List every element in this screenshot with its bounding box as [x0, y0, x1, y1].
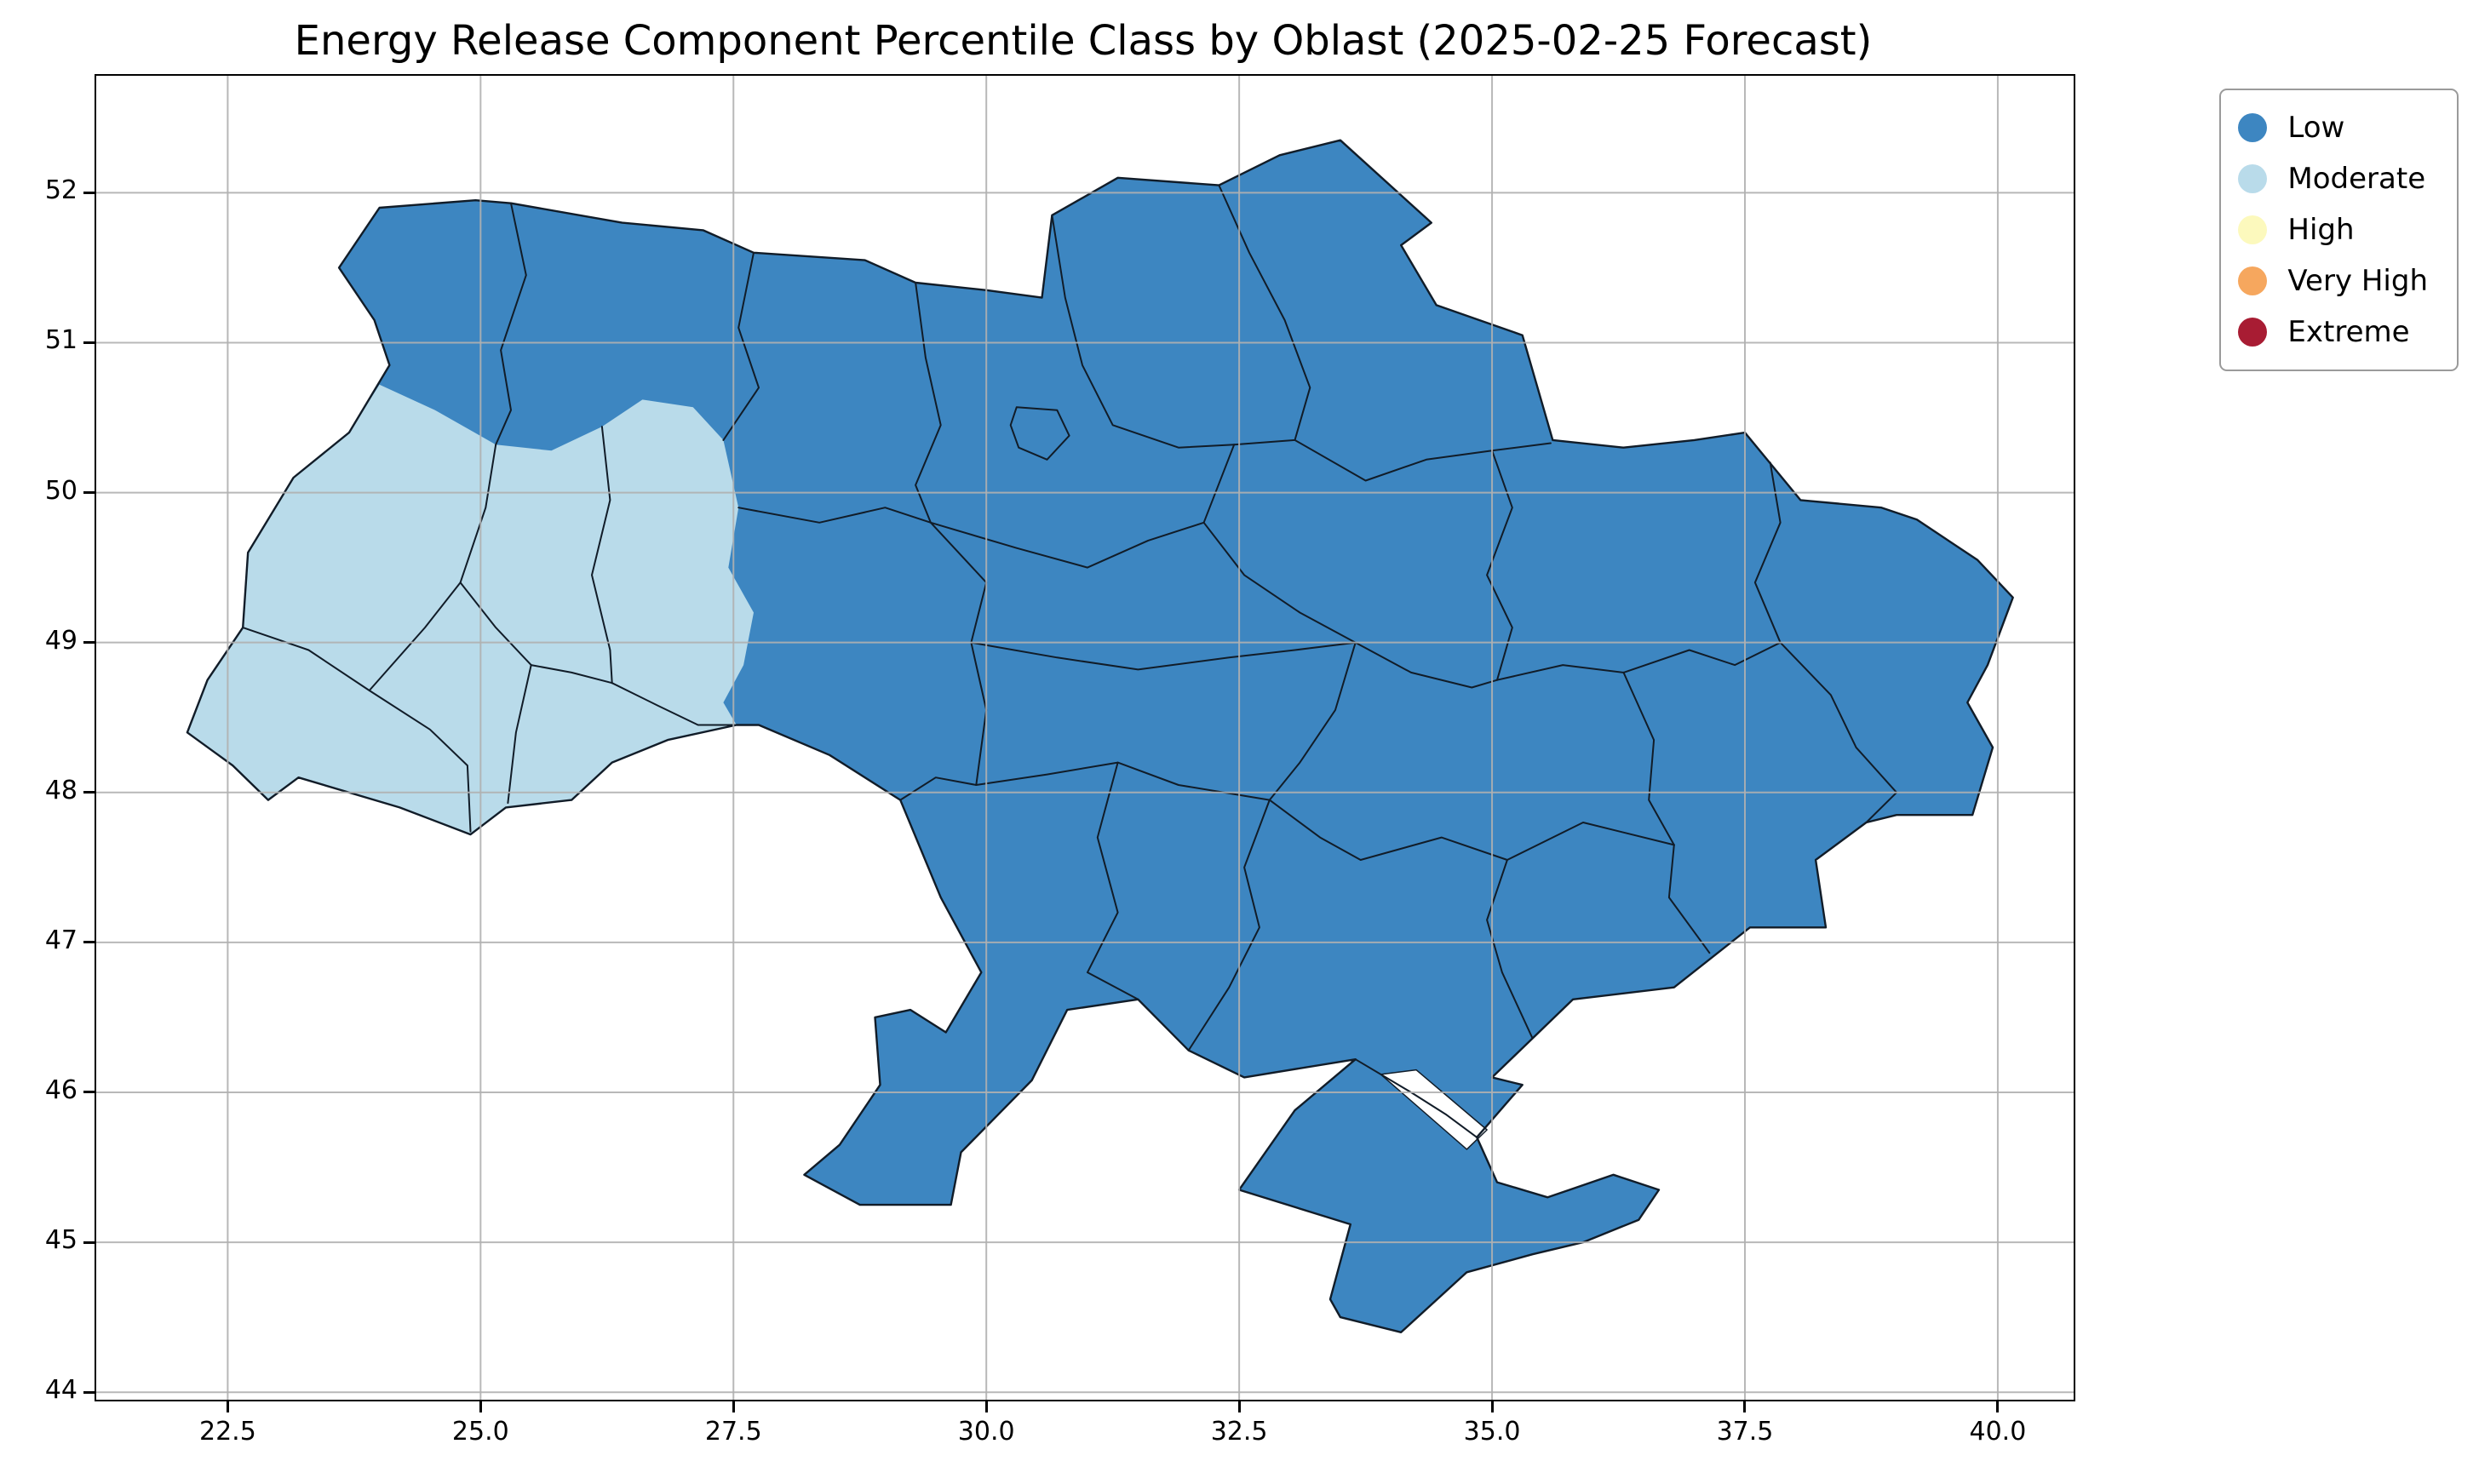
oblast-border: [1051, 214, 1236, 449]
x-tick-mark: [226, 1401, 229, 1412]
x-tick-mark: [1996, 1401, 2000, 1412]
oblast-border: [459, 582, 532, 667]
x-tick-label: 30.0: [957, 1417, 1015, 1447]
y-tick-mark: [83, 191, 95, 194]
legend-marker-high: [2238, 215, 2268, 244]
legend-marker-very-high: [2238, 266, 2268, 295]
y-tick-mark: [83, 791, 95, 794]
legend-label: High: [2287, 213, 2355, 247]
oblast-border: [929, 521, 1205, 569]
moderate-region-fill: [186, 384, 754, 835]
oblast-border: [1779, 641, 1898, 823]
oblast-border: [611, 682, 737, 726]
y-tick-label: 44: [44, 1375, 77, 1406]
plot-area: [95, 74, 2075, 1401]
oblast-border: [1218, 184, 1311, 446]
oblast-border: [1486, 859, 1534, 1040]
x-tick-mark: [1743, 1401, 1747, 1412]
y-tick-label: 48: [44, 775, 77, 805]
x-tick-mark: [479, 1401, 482, 1412]
oblast-border: [737, 507, 932, 524]
oblast-border: [1268, 641, 1357, 801]
oblast-border: [722, 251, 760, 441]
legend: Low Moderate High Very High Extreme: [2219, 89, 2459, 371]
ukraine-outline: [186, 139, 2014, 1333]
y-tick-label: 51: [44, 325, 77, 356]
oblast-border: [1622, 641, 1782, 673]
x-tick-mark: [1237, 1401, 1241, 1412]
y-tick-label: 45: [44, 1225, 77, 1256]
map-svg: [96, 76, 2074, 1400]
y-tick-mark: [83, 341, 95, 344]
oblast-border: [530, 664, 613, 685]
oblast-border: [970, 641, 1357, 671]
legend-label: Low: [2287, 111, 2345, 145]
oblast-border: [1202, 444, 1357, 644]
y-tick-label: 49: [44, 625, 77, 656]
x-tick-label: 40.0: [1969, 1417, 2027, 1447]
oblast-border: [591, 426, 613, 685]
legend-marker-extreme: [2238, 318, 2268, 347]
x-tick-mark: [732, 1401, 735, 1412]
y-tick-label: 46: [44, 1074, 77, 1105]
figure-title: Energy Release Component Percentile Clas…: [294, 17, 1873, 65]
x-tick-label: 25.0: [451, 1417, 509, 1447]
legend-label: Moderate: [2287, 162, 2426, 196]
oblast-border: [1087, 761, 1139, 1000]
y-tick-mark: [83, 1091, 95, 1094]
y-tick-mark: [83, 491, 95, 495]
oblast-border: [507, 664, 532, 805]
y-tick-mark: [83, 1390, 95, 1394]
x-tick-mark: [1490, 1401, 1494, 1412]
oblast-border: [1496, 664, 1625, 681]
oblast-border: [1268, 799, 1362, 861]
x-tick-label: 22.5: [198, 1417, 256, 1447]
x-tick-label: 27.5: [704, 1417, 762, 1447]
oblast-border: [1354, 641, 1498, 689]
legend-label: Extreme: [2287, 315, 2410, 349]
oblast-border: [1354, 1058, 1478, 1138]
oblast-border: [1187, 799, 1271, 1051]
y-tick-mark: [83, 941, 95, 944]
oblast-border: [1622, 671, 1675, 846]
legend-marker-moderate: [2238, 164, 2268, 193]
y-tick-mark: [83, 641, 95, 645]
y-tick-label: 52: [44, 175, 77, 206]
oblast-border: [242, 627, 472, 833]
y-tick-mark: [83, 1240, 95, 1244]
legend-item: Very High: [2238, 255, 2428, 307]
oblast-border: [1294, 438, 1552, 482]
legend-item: Extreme: [2238, 307, 2428, 358]
x-tick-label: 32.5: [1210, 1417, 1268, 1447]
legend-item: Low: [2238, 102, 2428, 153]
legend-label: Very High: [2287, 264, 2428, 298]
kyiv-city-border: [1009, 406, 1070, 461]
oblast-border: [915, 282, 942, 524]
oblast-border: [1486, 450, 1513, 681]
legend-item: High: [2238, 204, 2428, 255]
x-tick-label: 35.0: [1463, 1417, 1521, 1447]
y-tick-label: 50: [44, 475, 77, 506]
legend-marker-low: [2238, 113, 2268, 142]
oblast-border: [495, 202, 527, 446]
y-tick-label: 47: [44, 925, 77, 955]
legend-item: Moderate: [2238, 153, 2428, 204]
oblast-border: [1667, 844, 1711, 954]
x-tick-mark: [984, 1401, 988, 1412]
x-tick-label: 37.5: [1716, 1417, 1774, 1447]
